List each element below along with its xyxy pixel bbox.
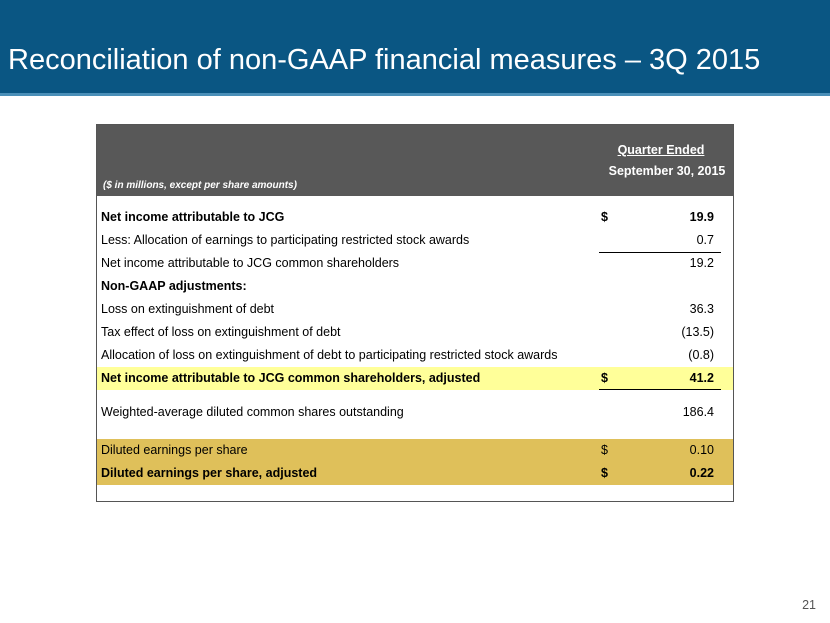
page-title: Reconciliation of non-GAAP financial mea… bbox=[8, 44, 761, 76]
title-bar: Reconciliation of non-GAAP financial mea… bbox=[0, 0, 830, 96]
table-header: ($ in millions, except per share amounts… bbox=[97, 125, 733, 196]
row-value: (13.5) bbox=[681, 325, 714, 339]
row-label: Allocation of loss on extinguishment of … bbox=[101, 348, 558, 362]
table-row-highlight: Diluted earnings per share, adjusted $ 0… bbox=[97, 462, 733, 485]
row-label: Less: Allocation of earnings to particip… bbox=[101, 233, 470, 247]
reconciliation-table: ($ in millions, except per share amounts… bbox=[96, 124, 734, 502]
table-row: Tax effect of loss on extinguishment of … bbox=[97, 321, 733, 344]
row-label: Diluted earnings per share, adjusted bbox=[101, 466, 318, 480]
table-row-highlight: Net income attributable to JCG common sh… bbox=[97, 367, 733, 390]
table-row: Net income attributable to JCG $ 19.9 bbox=[97, 206, 733, 229]
row-label: Net income attributable to JCG common sh… bbox=[101, 256, 400, 270]
row-currency: $ bbox=[601, 443, 608, 457]
table-row: Non-GAAP adjustments: bbox=[97, 275, 733, 298]
table-row: Net income attributable to JCG common sh… bbox=[97, 252, 733, 275]
page-number: 21 bbox=[802, 598, 816, 612]
row-value: 41.2 bbox=[689, 371, 714, 385]
table-row: Less: Allocation of earnings to particip… bbox=[97, 229, 733, 252]
table-row: Loss on extinguishment of debt 36.3 bbox=[97, 298, 733, 321]
period-header: Quarter Ended bbox=[617, 143, 705, 157]
table-row-highlight: Diluted earnings per share $ 0.10 bbox=[97, 439, 733, 462]
row-value: 0.10 bbox=[689, 443, 714, 457]
row-value: 186.4 bbox=[682, 405, 714, 419]
total-rule bbox=[599, 389, 721, 390]
row-label: Non-GAAP adjustments: bbox=[101, 279, 247, 293]
table-row: Weighted-average diluted common shares o… bbox=[97, 401, 733, 424]
row-currency: $ bbox=[601, 210, 608, 224]
row-label: Loss on extinguishment of debt bbox=[101, 302, 275, 316]
row-label: Net income attributable to JCG common sh… bbox=[101, 371, 481, 385]
row-label: Tax effect of loss on extinguishment of … bbox=[101, 325, 341, 339]
row-value: (0.8) bbox=[688, 348, 714, 362]
table-row: Allocation of loss on extinguishment of … bbox=[97, 344, 733, 367]
row-value: 36.3 bbox=[689, 302, 714, 316]
row-currency: $ bbox=[601, 466, 608, 480]
row-label: Weighted-average diluted common shares o… bbox=[101, 405, 404, 419]
date-header: September 30, 2015 bbox=[608, 164, 726, 178]
row-label: Diluted earnings per share bbox=[101, 443, 248, 457]
subtotal-rule bbox=[599, 252, 721, 253]
units-note: ($ in millions, except per share amounts… bbox=[103, 180, 297, 191]
row-value: 19.2 bbox=[689, 256, 714, 270]
row-value: 0.7 bbox=[696, 233, 714, 247]
row-value: 0.22 bbox=[689, 466, 714, 480]
row-currency: $ bbox=[601, 371, 608, 385]
row-value: 19.9 bbox=[689, 210, 714, 224]
row-label: Net income attributable to JCG bbox=[101, 210, 285, 224]
